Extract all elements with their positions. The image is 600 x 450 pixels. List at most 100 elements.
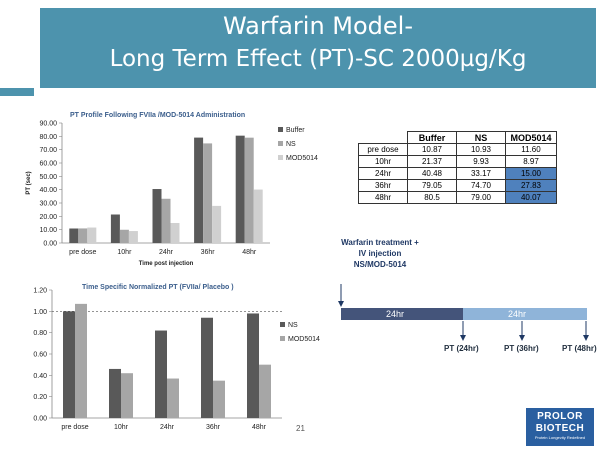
- table-cell: 10.93: [456, 143, 506, 156]
- bar-ns: [119, 229, 129, 243]
- legend-label: NS: [286, 141, 296, 148]
- table-cell: 10hr: [358, 155, 408, 168]
- bar-mod5014: [167, 378, 179, 418]
- pt24-label: PT (24hr): [444, 344, 479, 353]
- x-tick-label: 36hr: [206, 424, 221, 431]
- y-tick-label: 1.00: [33, 309, 47, 316]
- bar-ns: [78, 228, 88, 243]
- legend-label: MOD5014: [286, 155, 318, 162]
- table-cell-highlighted: 27.83: [505, 179, 557, 192]
- pt48-label: PT (48hr): [562, 344, 597, 353]
- bar-ns: [63, 311, 75, 418]
- x-tick-label: 48hr: [252, 424, 267, 431]
- bar-ns: [109, 368, 121, 418]
- normalized-pt-chart: Time Specific Normalized PT (FVIIa/ Plac…: [33, 284, 320, 431]
- pt-values-table: Buffer NS MOD5014 pre dose 10.87 10.93 1…: [358, 131, 557, 204]
- timeline-segment-1: [341, 308, 463, 320]
- y-tick-label: 30.00: [39, 201, 57, 208]
- page-number: 21: [296, 424, 305, 433]
- table-header-cell: [358, 131, 408, 144]
- logo-tagline: Protein Longevity Redefined: [534, 435, 586, 440]
- table-header-cell: MOD5014: [505, 131, 557, 144]
- x-axis-label: Time post injection: [139, 261, 194, 267]
- table-header-cell: NS: [456, 131, 506, 144]
- y-tick-label: 70.00: [39, 147, 57, 154]
- table-row: 36hr 79.05 74.70 27.83: [358, 179, 557, 192]
- bar-ns: [155, 330, 167, 418]
- table-row: pre dose 10.87 10.93 11.60: [358, 143, 557, 156]
- y-tick-label: 20.00: [39, 214, 57, 221]
- chart-title: PT Profile Following FVIIa /MOD-5014 Adm…: [70, 112, 245, 119]
- legend-label: Buffer: [286, 127, 305, 134]
- title-banner: [40, 8, 596, 88]
- treatment-label: Warfarin treatment + IV injection NS/MOD…: [325, 237, 435, 270]
- x-tick-label: 10hr: [117, 249, 132, 256]
- bar-ns: [244, 137, 254, 243]
- bar-mod5014: [75, 303, 87, 418]
- bar-buffer: [194, 137, 204, 243]
- pt36-label: PT (36hr): [504, 344, 539, 353]
- y-tick-label: 50.00: [39, 174, 57, 181]
- treatment-label-line1: Warfarin treatment +: [341, 238, 419, 247]
- timeline-seg2-label: 24hr: [508, 309, 527, 319]
- logo-line1: PROLOR: [537, 411, 583, 422]
- y-tick-label: 10.00: [39, 227, 57, 234]
- bar-ns: [247, 313, 259, 418]
- y-tick-label: 90.00: [39, 121, 57, 128]
- bar-mod5014: [212, 205, 222, 243]
- slide-title-line1: Warfarin Model-: [222, 12, 414, 40]
- y-tick-label: 0.00: [33, 416, 47, 423]
- timeline-seg1-label: 24hr: [386, 309, 405, 319]
- table-cell: 10.87: [407, 143, 457, 156]
- bar-mod5014: [87, 227, 97, 243]
- table-cell: 11.60: [505, 143, 557, 156]
- x-tick-label: 36hr: [201, 249, 216, 256]
- table-header-row: Buffer NS MOD5014: [358, 131, 557, 144]
- table-cell: 33.17: [456, 167, 506, 180]
- legend-swatch: [278, 141, 283, 146]
- table-cell: 40.48: [407, 167, 457, 180]
- bar-mod5014: [259, 364, 271, 418]
- table-row: 48hr 80.5 79.00 40.07: [358, 191, 557, 204]
- chart-title: Time Specific Normalized PT (FVIIa/ Plac…: [82, 284, 234, 291]
- bar-mod5014: [213, 380, 225, 418]
- table-cell-highlighted: 15.00: [505, 167, 557, 180]
- table-cell: 9.93: [456, 155, 506, 168]
- y-tick-label: 0.40: [33, 373, 47, 380]
- bar-ns: [201, 317, 213, 418]
- bar-buffer: [235, 135, 245, 243]
- logo-line2: BIOTECH: [535, 423, 585, 434]
- legend-swatch: [280, 322, 285, 327]
- x-tick-label: 48hr: [242, 249, 257, 256]
- y-tick-label: 1.20: [33, 288, 47, 295]
- pt-profile-chart: PT Profile Following FVIIa /MOD-5014 Adm…: [26, 112, 318, 267]
- table-cell: 24hr: [358, 167, 408, 180]
- table-cell: pre dose: [358, 143, 408, 156]
- legend-swatch: [278, 127, 283, 132]
- x-tick-label: 10hr: [114, 424, 129, 431]
- title-accent-bar: [0, 88, 34, 96]
- legend-label: NS: [288, 322, 298, 329]
- bar-ns: [203, 143, 213, 243]
- bar-mod5014: [121, 373, 133, 418]
- table-header-cell: Buffer: [407, 131, 457, 144]
- legend-label: MOD5014: [288, 336, 320, 343]
- treatment-label-line2: IV injection: [358, 249, 402, 258]
- bar-mod5014: [170, 223, 180, 243]
- bar-buffer: [152, 189, 162, 243]
- bar-mod5014: [128, 231, 138, 243]
- x-tick-label: 24hr: [159, 249, 174, 256]
- table-row: 10hr 21.37 9.93 8.97: [358, 155, 557, 168]
- y-tick-label: 0.00: [43, 241, 57, 248]
- table-cell: 79.00: [456, 191, 506, 204]
- bar-buffer: [69, 228, 79, 243]
- x-tick-label: pre dose: [69, 249, 96, 256]
- bar-buffer: [110, 214, 120, 243]
- y-tick-label: 40.00: [39, 187, 57, 194]
- y-tick-label: 0.20: [33, 394, 47, 401]
- table-row: 24hr 40.48 33.17 15.00: [358, 167, 557, 180]
- timeline-arrows: [338, 284, 589, 341]
- bar-ns: [161, 198, 171, 243]
- table-cell: 74.70: [456, 179, 506, 192]
